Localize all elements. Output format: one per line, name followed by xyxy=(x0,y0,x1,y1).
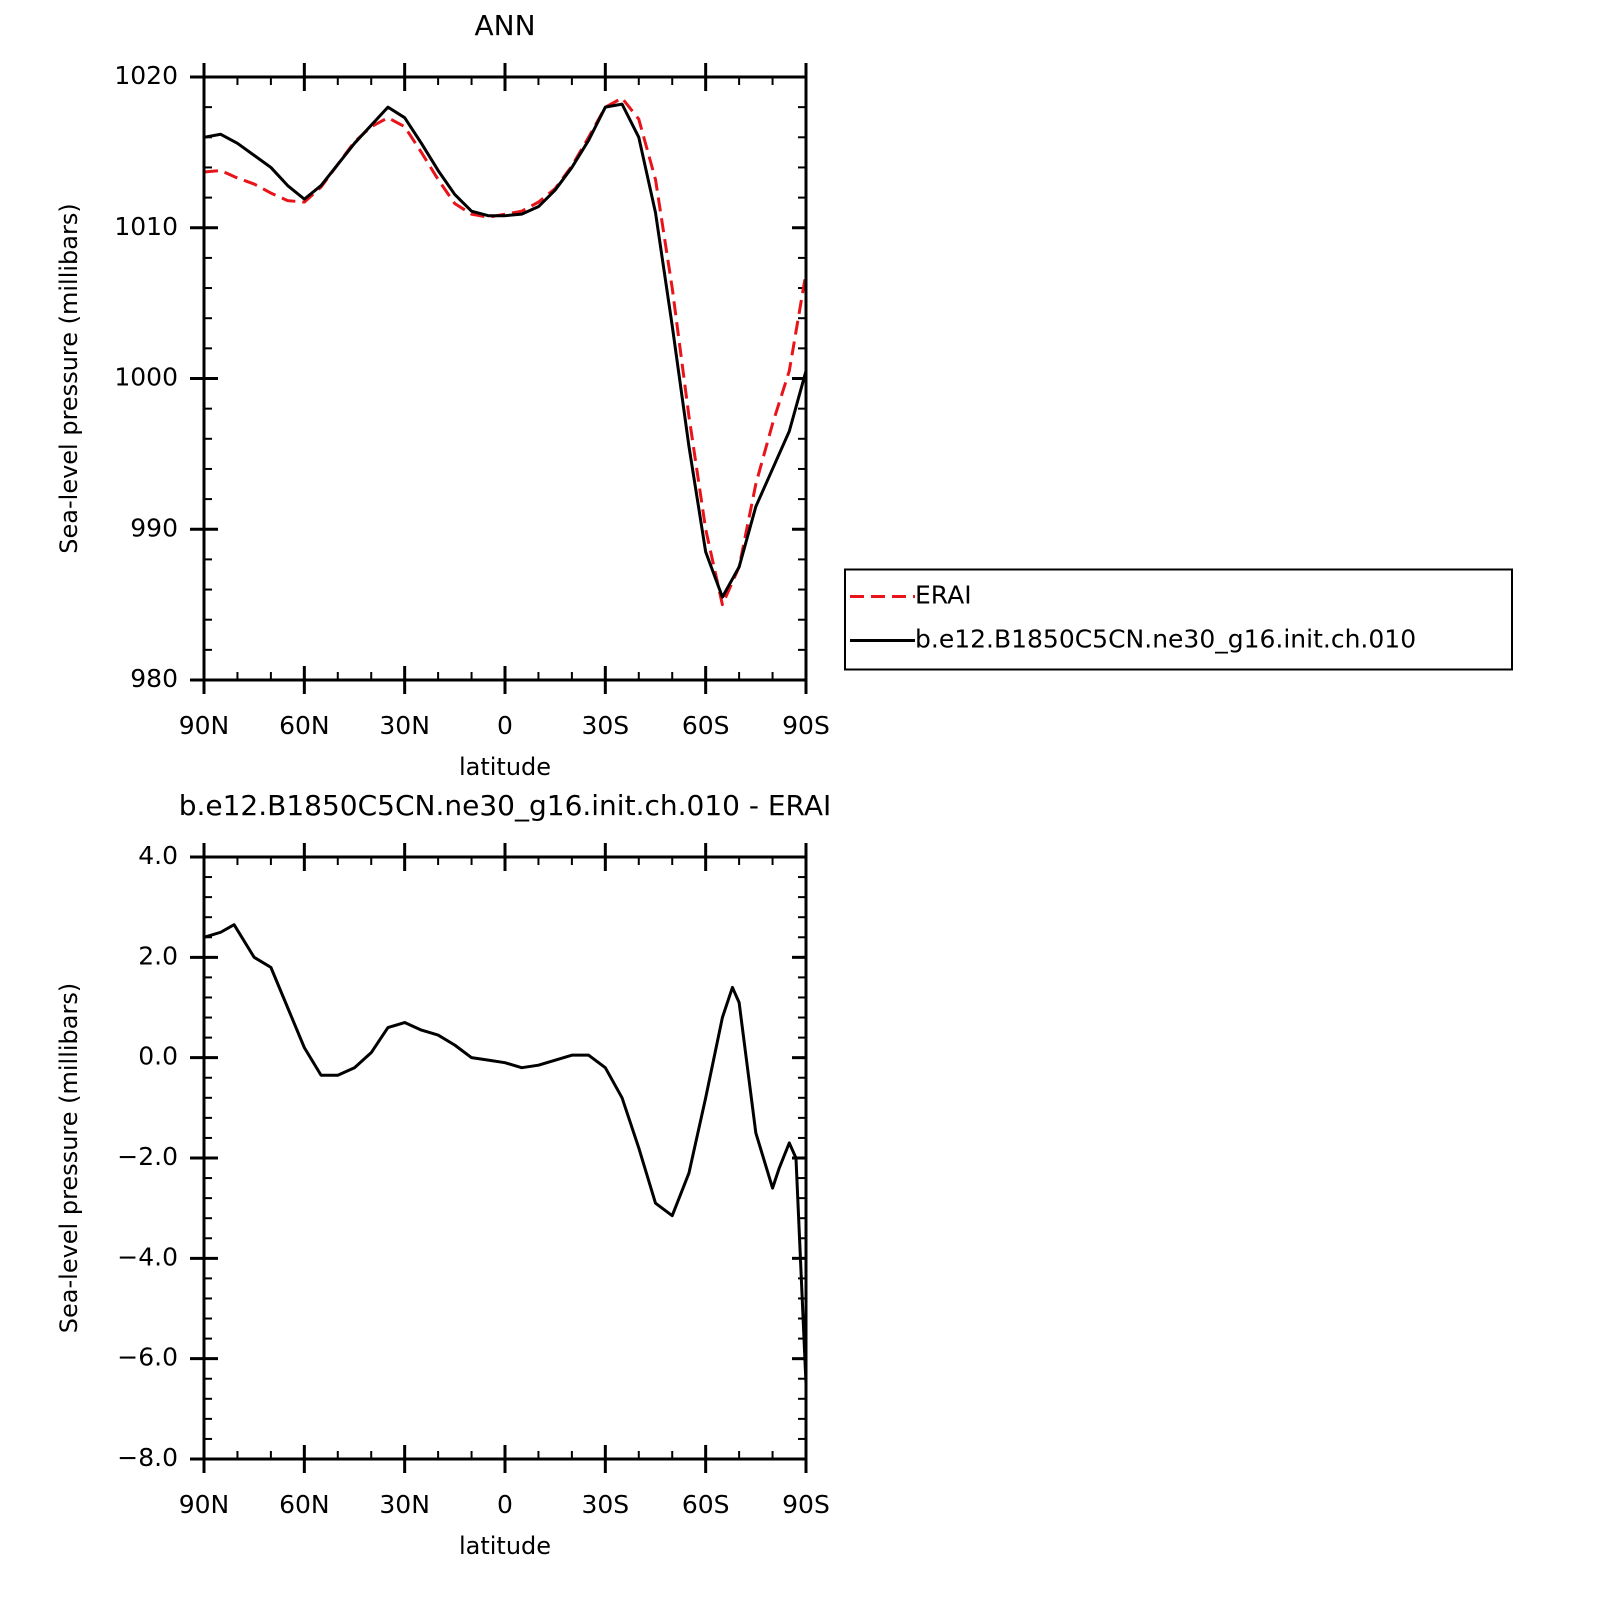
y-tick-label: −8.0 xyxy=(117,1443,178,1472)
plot-frame xyxy=(202,75,808,682)
x-tick-label: 60N xyxy=(279,711,330,740)
data-line xyxy=(203,96,808,607)
x-tick-label: 60N xyxy=(279,1490,330,1519)
x-tick-label: 0 xyxy=(497,1490,513,1519)
y-tick-label: 4.0 xyxy=(138,841,178,870)
x-tick-label: 90S xyxy=(782,1490,830,1519)
y-tick-label: 980 xyxy=(130,664,178,693)
y-tick-label: 1020 xyxy=(114,61,178,90)
y-tick-label: 1010 xyxy=(114,212,178,241)
data-line xyxy=(203,102,808,599)
legend-label: ERAI xyxy=(915,581,972,610)
x-tick-label: 0 xyxy=(497,711,513,740)
chart-title: ANN xyxy=(474,9,535,42)
y-tick-label: −4.0 xyxy=(117,1242,178,1271)
x-tick-label: 90S xyxy=(782,711,830,740)
y-tick-label: −6.0 xyxy=(117,1343,178,1372)
chart-title: b.e12.B1850C5CN.ne30_g16.init.ch.010 - E… xyxy=(179,789,832,822)
plot-frame xyxy=(202,855,808,1461)
x-tick-label: 90N xyxy=(179,1490,230,1519)
x-tick-label: 30S xyxy=(581,711,629,740)
x-tick-label: 90N xyxy=(179,711,230,740)
x-tick-label: 60S xyxy=(682,711,730,740)
x-axis-label: latitude xyxy=(459,753,551,781)
y-axis-label: Sea-level pressure (millibars) xyxy=(55,203,83,553)
y-axis-label: Sea-level pressure (millibars) xyxy=(55,983,83,1333)
y-tick-label: 2.0 xyxy=(138,941,178,970)
x-axis-label: latitude xyxy=(459,1532,551,1560)
x-tick-label: 60S xyxy=(682,1490,730,1519)
y-tick-label: −2.0 xyxy=(117,1142,178,1171)
y-tick-label: 990 xyxy=(130,513,178,542)
data-line xyxy=(203,923,808,1384)
legend-box xyxy=(844,568,1513,671)
x-tick-label: 30N xyxy=(379,1490,430,1519)
y-tick-label: 0.0 xyxy=(138,1042,178,1071)
x-tick-label: 30S xyxy=(581,1490,629,1519)
y-tick-label: 1000 xyxy=(114,363,178,392)
x-tick-label: 30N xyxy=(379,711,430,740)
legend-label: b.e12.B1850C5CN.ne30_g16.init.ch.010 xyxy=(915,625,1416,654)
